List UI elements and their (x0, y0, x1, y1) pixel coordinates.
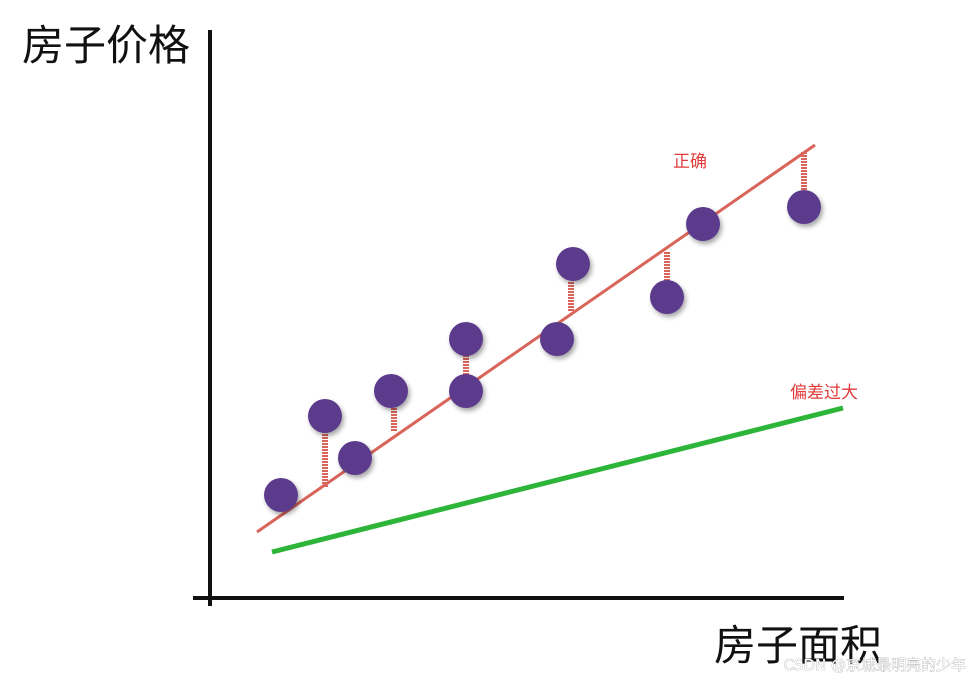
bias-label: 偏差过大 (790, 383, 858, 403)
correct-label: 正确 (673, 152, 707, 172)
correct-line (256, 143, 816, 534)
y-axis-label: 房子价格 (22, 21, 190, 70)
watermark: CSDN @京城最明亮的少年 (783, 656, 966, 674)
x-axis-label: 房子面积 (714, 621, 882, 670)
points (264, 190, 821, 512)
bias-line (271, 405, 844, 555)
